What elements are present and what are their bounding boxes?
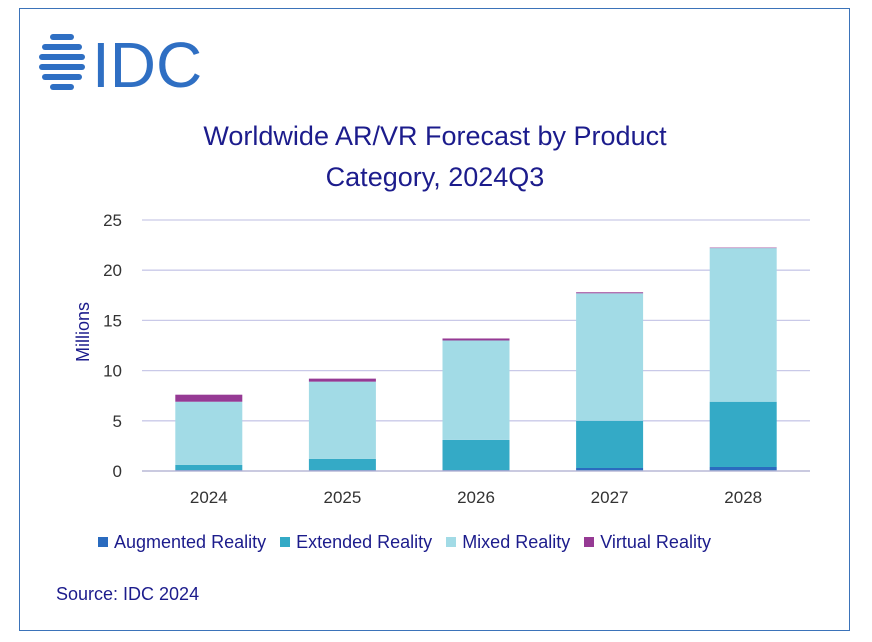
bar-segment-mixed-reality bbox=[308, 381, 376, 459]
y-tick-label: 0 bbox=[113, 462, 122, 481]
y-tick-label: 20 bbox=[103, 261, 122, 280]
x-tick-label: 2024 bbox=[190, 488, 228, 507]
bar-segment-augmented-reality bbox=[709, 466, 777, 471]
bar-segment-virtual-reality bbox=[175, 394, 243, 402]
chart-title-line-2: Category, 2024Q3 bbox=[325, 162, 545, 192]
legend-swatch bbox=[280, 537, 291, 547]
y-tick-label: 15 bbox=[103, 311, 122, 330]
x-tick-label: 2026 bbox=[457, 488, 495, 507]
legend-swatch bbox=[446, 537, 457, 547]
legend-label: Mixed Reality bbox=[462, 531, 571, 552]
bar-segment-augmented-reality bbox=[576, 467, 644, 471]
bar-segment-virtual-reality bbox=[576, 292, 644, 294]
logo-globe-icon bbox=[39, 34, 85, 90]
chart-title: Worldwide AR/VR Forecast by Product Cate… bbox=[120, 116, 750, 198]
y-tick-label: 5 bbox=[113, 412, 122, 431]
bar-segment-mixed-reality bbox=[175, 401, 243, 465]
x-tick-label: 2028 bbox=[724, 488, 762, 507]
legend-label: Virtual Reality bbox=[600, 531, 711, 552]
legend-swatch bbox=[584, 537, 595, 547]
chart-legend: Augmented Reality Extended Reality Mixed R… bbox=[98, 530, 725, 554]
idc-logo: IDC bbox=[39, 32, 202, 92]
bar-segment-mixed-reality bbox=[709, 248, 777, 402]
bar-segment-extended-reality bbox=[576, 420, 644, 468]
x-tick-label: 2025 bbox=[323, 488, 361, 507]
legend-item: Extended Reality bbox=[280, 532, 432, 553]
y-tick-label: 25 bbox=[103, 211, 122, 230]
legend-swatch bbox=[98, 537, 108, 547]
bar-segment-virtual-reality bbox=[709, 247, 777, 249]
chart-title-line-1: Worldwide AR/VR Forecast by Product bbox=[203, 121, 667, 151]
y-axis-label: Millions bbox=[73, 302, 93, 362]
y-tick-label: 10 bbox=[103, 362, 122, 381]
bar-segment-extended-reality bbox=[175, 464, 243, 470]
bar-segment-extended-reality bbox=[709, 401, 777, 467]
legend-label: Extended Reality bbox=[296, 531, 433, 552]
legend-item: Virtual Reality bbox=[584, 532, 711, 553]
bar-segment-extended-reality bbox=[308, 458, 376, 470]
legend-item: Mixed Reality bbox=[446, 532, 570, 553]
bar-segment-virtual-reality bbox=[308, 378, 376, 382]
legend-label: Augmented Reality bbox=[114, 531, 267, 552]
bar-segment-mixed-reality bbox=[576, 293, 644, 421]
source-note: Source: IDC 2024 bbox=[56, 584, 200, 604]
bars bbox=[175, 247, 777, 471]
logo-wordmark: IDC bbox=[92, 32, 202, 92]
bar-segment-extended-reality bbox=[442, 439, 510, 470]
x-tick-label: 2027 bbox=[591, 488, 629, 507]
bar-segment-mixed-reality bbox=[442, 340, 510, 440]
legend-item: Augmented Reality bbox=[98, 532, 266, 553]
bar-segment-virtual-reality bbox=[442, 338, 510, 341]
